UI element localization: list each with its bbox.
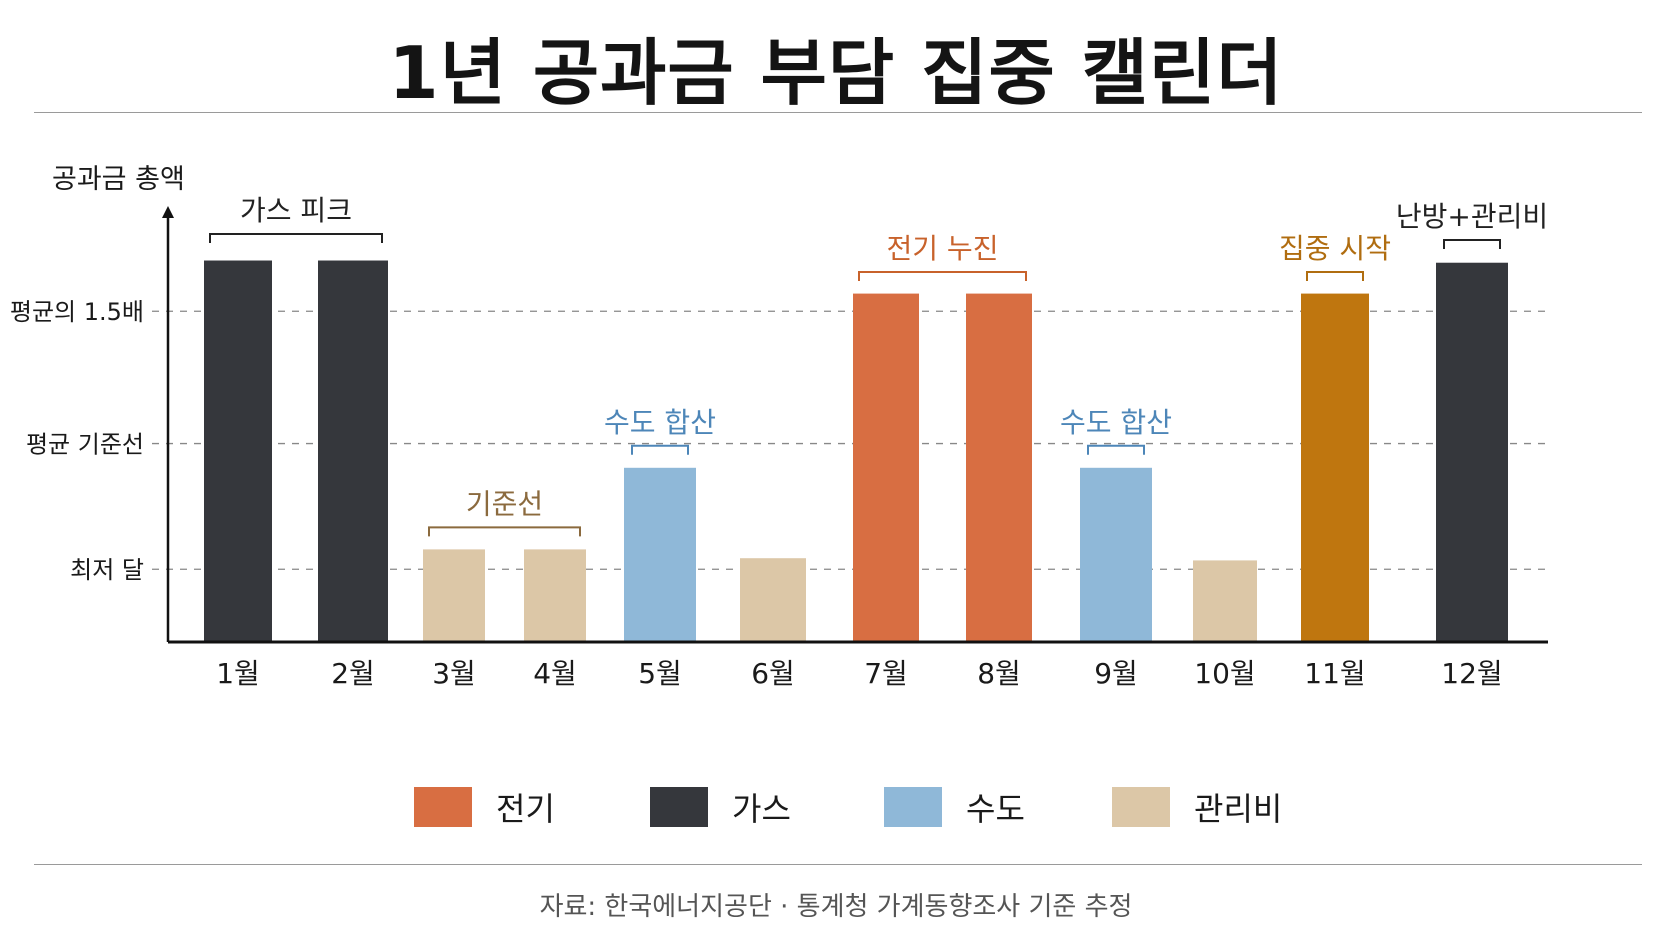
legend-label-gas: 가스 (732, 790, 791, 828)
bar-2 (318, 260, 388, 642)
reference-label: 평균 기준선 (26, 431, 144, 459)
reference-label: 평균의 1.5배 (10, 298, 144, 326)
bar-1 (204, 260, 272, 642)
source-note: 자료: 한국에너지공단 · 통계청 가계동향조사 기준 추정 (539, 892, 1133, 922)
x-tick-label: 6월 (751, 657, 795, 690)
y-axis-arrow (162, 206, 174, 218)
bar-12 (1436, 262, 1508, 642)
bar-9 (1080, 467, 1152, 642)
x-tick-label: 10월 (1194, 657, 1255, 690)
bar-10 (1193, 560, 1257, 642)
legend-label-maintenance: 관리비 (1194, 790, 1283, 828)
chart-title: 1년 공과금 부담 집중 캘린더 (388, 31, 1284, 115)
bar-4 (524, 549, 586, 642)
x-tick-label: 8월 (977, 657, 1021, 690)
legend-swatch-gas (650, 787, 708, 827)
y-axis-label: 공과금 총액 (52, 164, 185, 195)
x-tick-label: 9월 (1094, 657, 1138, 690)
legend-swatch-electricity (414, 787, 472, 827)
legend-swatch-maintenance (1112, 787, 1170, 827)
annotation-label: 전기 누진 (887, 232, 999, 265)
annotation-bracket (858, 271, 1027, 281)
x-tick-label: 3월 (432, 657, 476, 690)
annotation-bracket (209, 233, 383, 243)
annotation-bracket (1306, 271, 1364, 281)
annotation-label: 수도 합산 (1060, 406, 1172, 439)
legend-label-water: 수도 (966, 790, 1025, 828)
legend-label-electricity: 전기 (496, 790, 555, 828)
legend-item-gas: 가스 (650, 785, 791, 829)
legend: 전기 가스 수도 관리비 (0, 785, 1672, 829)
x-tick-label: 5월 (638, 657, 682, 690)
annotation-label: 기준선 (466, 487, 543, 520)
bar-7 (853, 293, 919, 642)
legend-swatch-water (884, 787, 942, 827)
annotation-label: 집중 시작 (1279, 232, 1391, 265)
x-tick-label: 7월 (864, 657, 908, 690)
x-tick-label: 12월 (1441, 657, 1502, 690)
annotation-bracket (428, 526, 581, 537)
annotation-bracket (631, 444, 689, 455)
legend-item-maintenance: 관리비 (1112, 785, 1282, 829)
annotation-label: 수도 합산 (604, 406, 716, 439)
annotation-bracket (1087, 444, 1145, 455)
x-tick-label: 4월 (533, 657, 577, 690)
x-tick-label: 2월 (331, 657, 375, 690)
x-tick-label: 11월 (1304, 657, 1365, 690)
x-tick-label: 1월 (216, 657, 260, 690)
top-divider (34, 112, 1642, 113)
legend-item-water: 수도 (884, 785, 1025, 829)
bar-11 (1301, 293, 1369, 642)
annotation-label: 난방+관리비 (1396, 200, 1548, 233)
bar-5 (624, 467, 696, 642)
bottom-divider (34, 864, 1642, 865)
legend-item-electricity: 전기 (414, 785, 555, 829)
bar-6 (740, 558, 806, 642)
reference-label: 최저 달 (70, 556, 144, 584)
bar-3 (423, 549, 485, 642)
annotation-label: 가스 피크 (240, 194, 352, 227)
annotation-bracket (1443, 239, 1501, 249)
bar-8 (966, 293, 1032, 642)
